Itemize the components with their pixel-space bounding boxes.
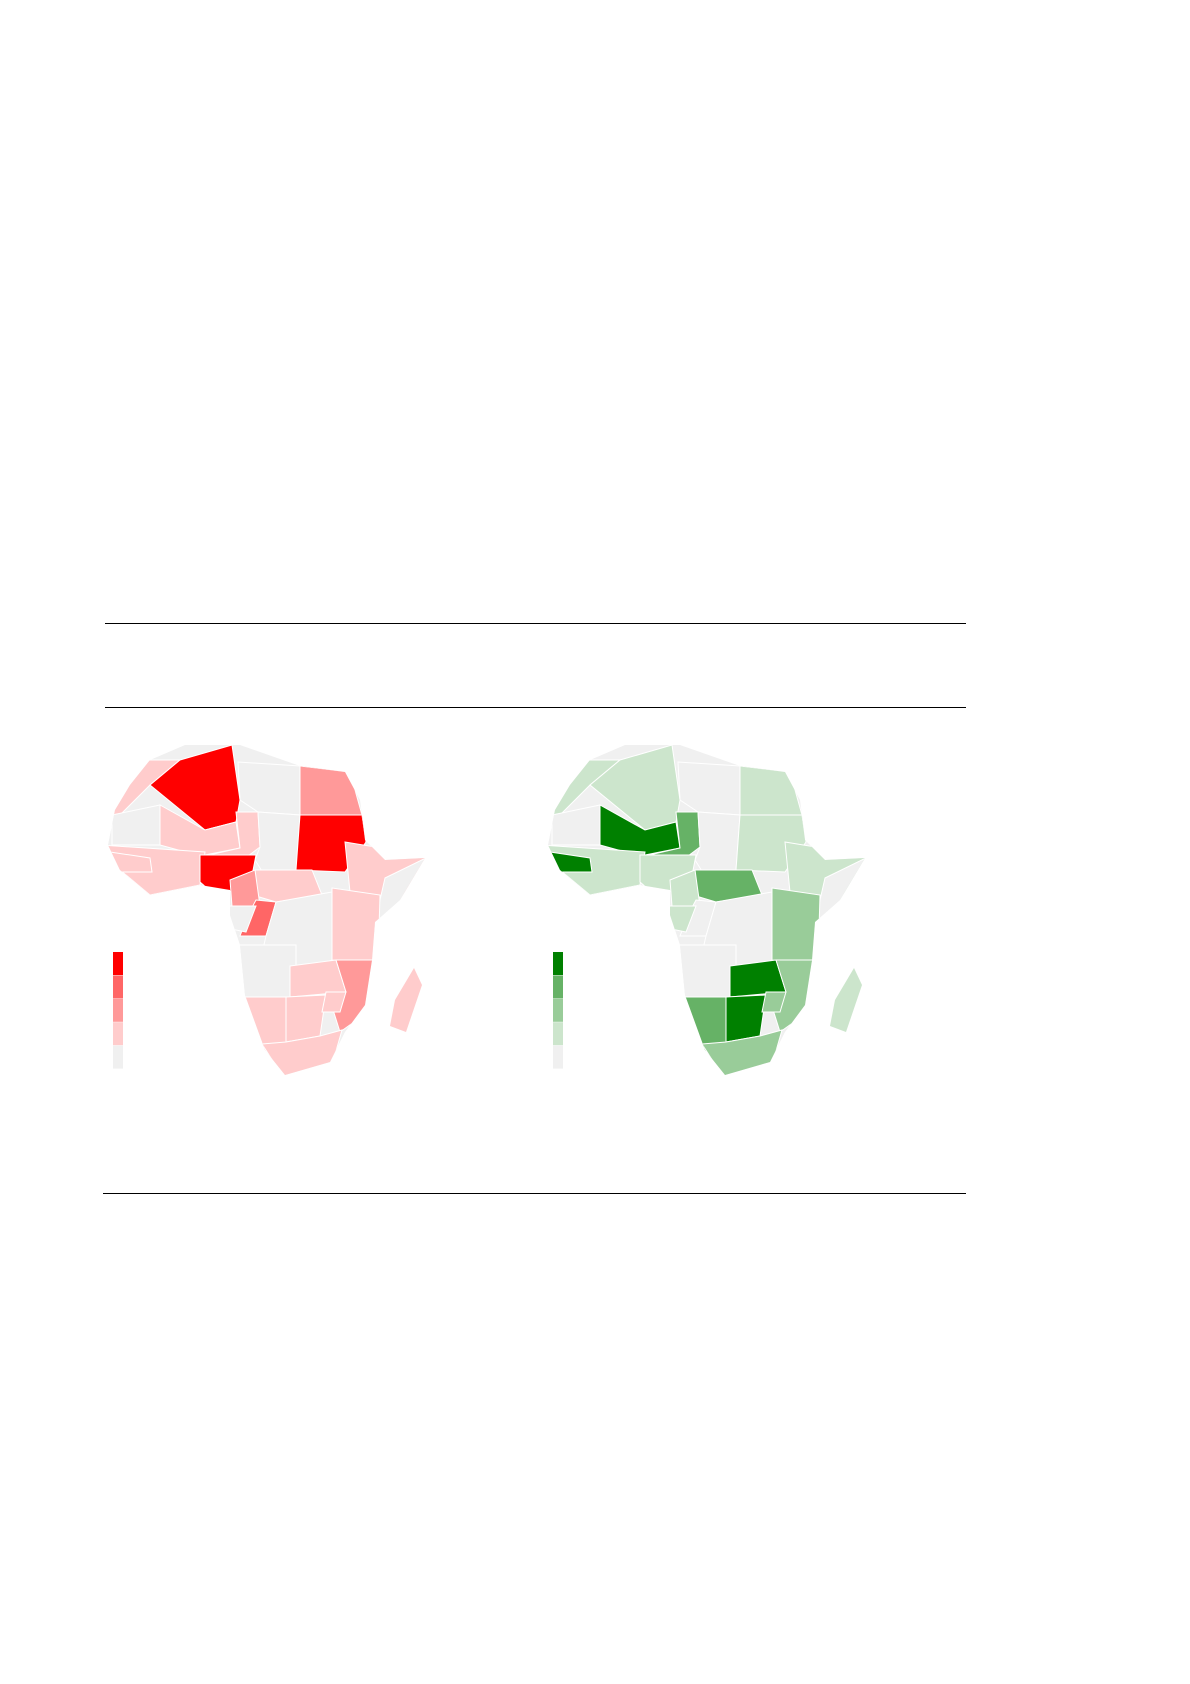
africa-map-red	[108, 745, 425, 1075]
region-botswana	[285, 994, 327, 1043]
legend-swatch-level-1	[553, 1022, 563, 1046]
mainland	[108, 745, 425, 1075]
legend-swatch-level-4	[113, 952, 123, 975]
region-botswana	[725, 994, 767, 1043]
region-madagascar	[390, 968, 422, 1032]
legend-swatch-level-1	[113, 1022, 123, 1046]
region-zimbabwe	[321, 991, 347, 1013]
region-east-africa	[771, 887, 821, 963]
region-angola	[234, 944, 297, 999]
region-egypt	[299, 765, 363, 816]
legend-swatch-level-2	[113, 998, 123, 1022]
region-chad	[694, 811, 741, 877]
africa-map-green	[548, 745, 865, 1075]
region-egypt	[739, 765, 803, 816]
figure-bottom-rule	[103, 1193, 966, 1194]
region-chad	[254, 811, 301, 877]
legend-swatch-level-3	[553, 975, 563, 999]
legend-swatch-level-4	[553, 952, 563, 975]
region-east-africa	[331, 887, 381, 963]
top-rule	[105, 623, 966, 624]
legend-swatch-level-0	[553, 1045, 563, 1069]
region-angola	[674, 944, 737, 999]
region-zimbabwe	[761, 991, 787, 1013]
legend-swatch-level-2	[553, 998, 563, 1022]
legend-swatch-level-3	[113, 975, 123, 999]
figure-header-rule	[105, 707, 966, 708]
legend-swatch-level-0	[113, 1045, 123, 1069]
region-madagascar	[830, 968, 862, 1032]
mainland	[548, 745, 865, 1075]
